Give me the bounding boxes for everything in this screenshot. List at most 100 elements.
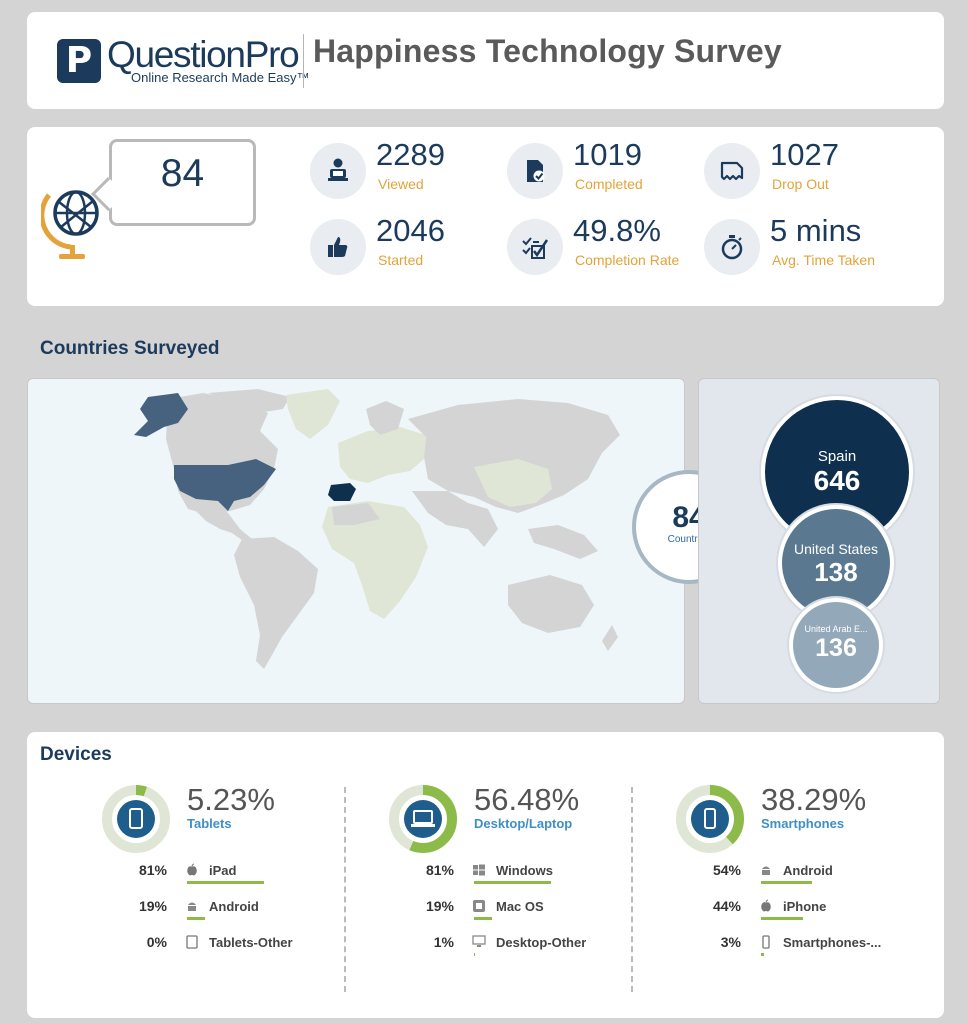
stat-label: Avg. Time Taken bbox=[772, 252, 875, 268]
smartphones-donut bbox=[676, 785, 744, 853]
phone-outline-icon bbox=[762, 935, 770, 949]
device-name: Tablets bbox=[187, 816, 232, 831]
map-region-australia bbox=[508, 575, 594, 633]
stats-card: 84 2289 Viewed 1019 Completed 1027 Drop … bbox=[27, 127, 944, 306]
map-region-spain bbox=[328, 483, 356, 501]
map-region-europe bbox=[338, 427, 426, 483]
column-divider bbox=[631, 787, 633, 992]
country-value: 136 bbox=[815, 634, 857, 662]
row-bar bbox=[761, 953, 764, 956]
top-countries-panel: Spain 646 United States 138 United Arab … bbox=[698, 378, 940, 704]
row-bar bbox=[474, 881, 551, 884]
stat-value: 1027 bbox=[770, 137, 839, 172]
row-bar bbox=[761, 917, 803, 920]
stat-viewed: 2289 Viewed bbox=[310, 137, 500, 199]
stat-avg-time: 5 mins Avg. Time Taken bbox=[704, 213, 894, 275]
row-label: Smartphones-... bbox=[783, 935, 882, 950]
devices-section-title: Devices bbox=[40, 744, 112, 765]
stat-value: 1019 bbox=[573, 137, 642, 172]
map-region-alaska bbox=[134, 393, 188, 437]
smartphone-icon bbox=[704, 808, 716, 829]
row-percent: 54% bbox=[712, 862, 741, 878]
row-label: Tablets-Other bbox=[209, 935, 293, 950]
stat-drop-out: 1027 Drop Out bbox=[704, 137, 894, 199]
map-region-new-zealand bbox=[602, 625, 618, 651]
stat-completed: 1019 Completed bbox=[507, 137, 697, 199]
map-region-greenland bbox=[286, 389, 340, 439]
apple-icon bbox=[187, 863, 197, 876]
monitor-icon bbox=[472, 935, 486, 947]
device-row: 3% Smartphones-... bbox=[675, 934, 915, 956]
row-bar bbox=[761, 881, 812, 884]
row-label: Windows bbox=[496, 863, 553, 878]
row-percent: 1% bbox=[433, 934, 454, 950]
checklist-icon bbox=[507, 219, 563, 275]
row-percent: 19% bbox=[425, 898, 454, 914]
row-label: Android bbox=[209, 899, 259, 914]
map-region-arctic-canada bbox=[208, 389, 290, 413]
stat-completion-rate: 49.8% Completion Rate bbox=[507, 213, 697, 275]
world-map-graphic bbox=[134, 389, 620, 669]
country-value: 646 bbox=[813, 465, 861, 496]
stat-value: 2289 bbox=[376, 137, 445, 172]
stat-started: 2046 Started bbox=[310, 213, 500, 275]
row-bar bbox=[474, 917, 492, 920]
countries-total-label: Countries bbox=[667, 534, 711, 545]
country-name: Spain bbox=[817, 448, 857, 465]
row-label: Desktop-Other bbox=[496, 935, 587, 950]
row-label: iPhone bbox=[783, 899, 827, 914]
android-icon bbox=[762, 866, 770, 875]
mac-icon bbox=[473, 900, 485, 912]
device-row: 19% Android bbox=[101, 898, 341, 920]
header-divider bbox=[303, 34, 304, 88]
stat-label: Completed bbox=[575, 176, 643, 192]
row-bar bbox=[474, 953, 475, 956]
map-region-central-america bbox=[188, 501, 252, 543]
countries-count-bubble: 84 bbox=[91, 139, 256, 226]
torn-paper-icon bbox=[704, 143, 760, 199]
header-card: P QuestionPro Online Research Made Easy™… bbox=[27, 12, 944, 109]
map-region-north-africa bbox=[332, 503, 380, 525]
countries-section-title: Countries Surveyed bbox=[40, 338, 220, 359]
map-region-china bbox=[474, 459, 552, 507]
row-percent: 0% bbox=[146, 934, 167, 950]
row-percent: 81% bbox=[425, 862, 454, 878]
apple-icon bbox=[761, 899, 771, 912]
map-region-africa bbox=[322, 501, 428, 619]
row-percent: 3% bbox=[720, 934, 741, 950]
device-row: 54% Android bbox=[675, 862, 915, 884]
row-percent: 44% bbox=[712, 898, 741, 914]
questionpro-logo-icon: P bbox=[57, 39, 101, 83]
device-percent: 38.29% bbox=[761, 782, 867, 817]
device-name: Smartphones bbox=[761, 816, 845, 831]
laptop-icon bbox=[411, 810, 435, 827]
device-percent: 5.23% bbox=[187, 782, 275, 817]
map-region-southeast-asia bbox=[528, 525, 598, 559]
country-name: United Arab E... bbox=[804, 624, 868, 634]
survey-title: Happiness Technology Survey bbox=[313, 33, 782, 69]
tablet-icon bbox=[129, 808, 143, 829]
device-row: 44% iPhone bbox=[675, 898, 915, 920]
stat-label: Started bbox=[378, 252, 424, 268]
device-percent: 56.48% bbox=[474, 782, 580, 817]
viewer-icon bbox=[310, 143, 366, 199]
row-label: Android bbox=[783, 863, 833, 878]
world-map bbox=[27, 378, 685, 704]
country-bubble-uae: United Arab E... 136 bbox=[789, 598, 883, 692]
stopwatch-icon bbox=[704, 219, 760, 275]
row-percent: 19% bbox=[138, 898, 167, 914]
country-name: United States bbox=[793, 541, 879, 557]
document-check-icon bbox=[507, 143, 563, 199]
device-row: 19% Mac OS bbox=[388, 898, 628, 920]
device-row: 81% iPad bbox=[101, 862, 341, 884]
map-region-south-america bbox=[234, 537, 318, 669]
device-row: 0% Tablets-Other bbox=[101, 934, 341, 956]
stat-value: 5 mins bbox=[770, 213, 862, 248]
row-label: iPad bbox=[209, 863, 237, 878]
stat-value: 2046 bbox=[376, 213, 445, 248]
tablet-outline-icon bbox=[186, 935, 198, 949]
row-bar bbox=[187, 917, 205, 920]
map-region-middle-east bbox=[412, 491, 498, 547]
globe-icon bbox=[41, 190, 99, 259]
device-name: Desktop/Laptop bbox=[474, 816, 573, 831]
